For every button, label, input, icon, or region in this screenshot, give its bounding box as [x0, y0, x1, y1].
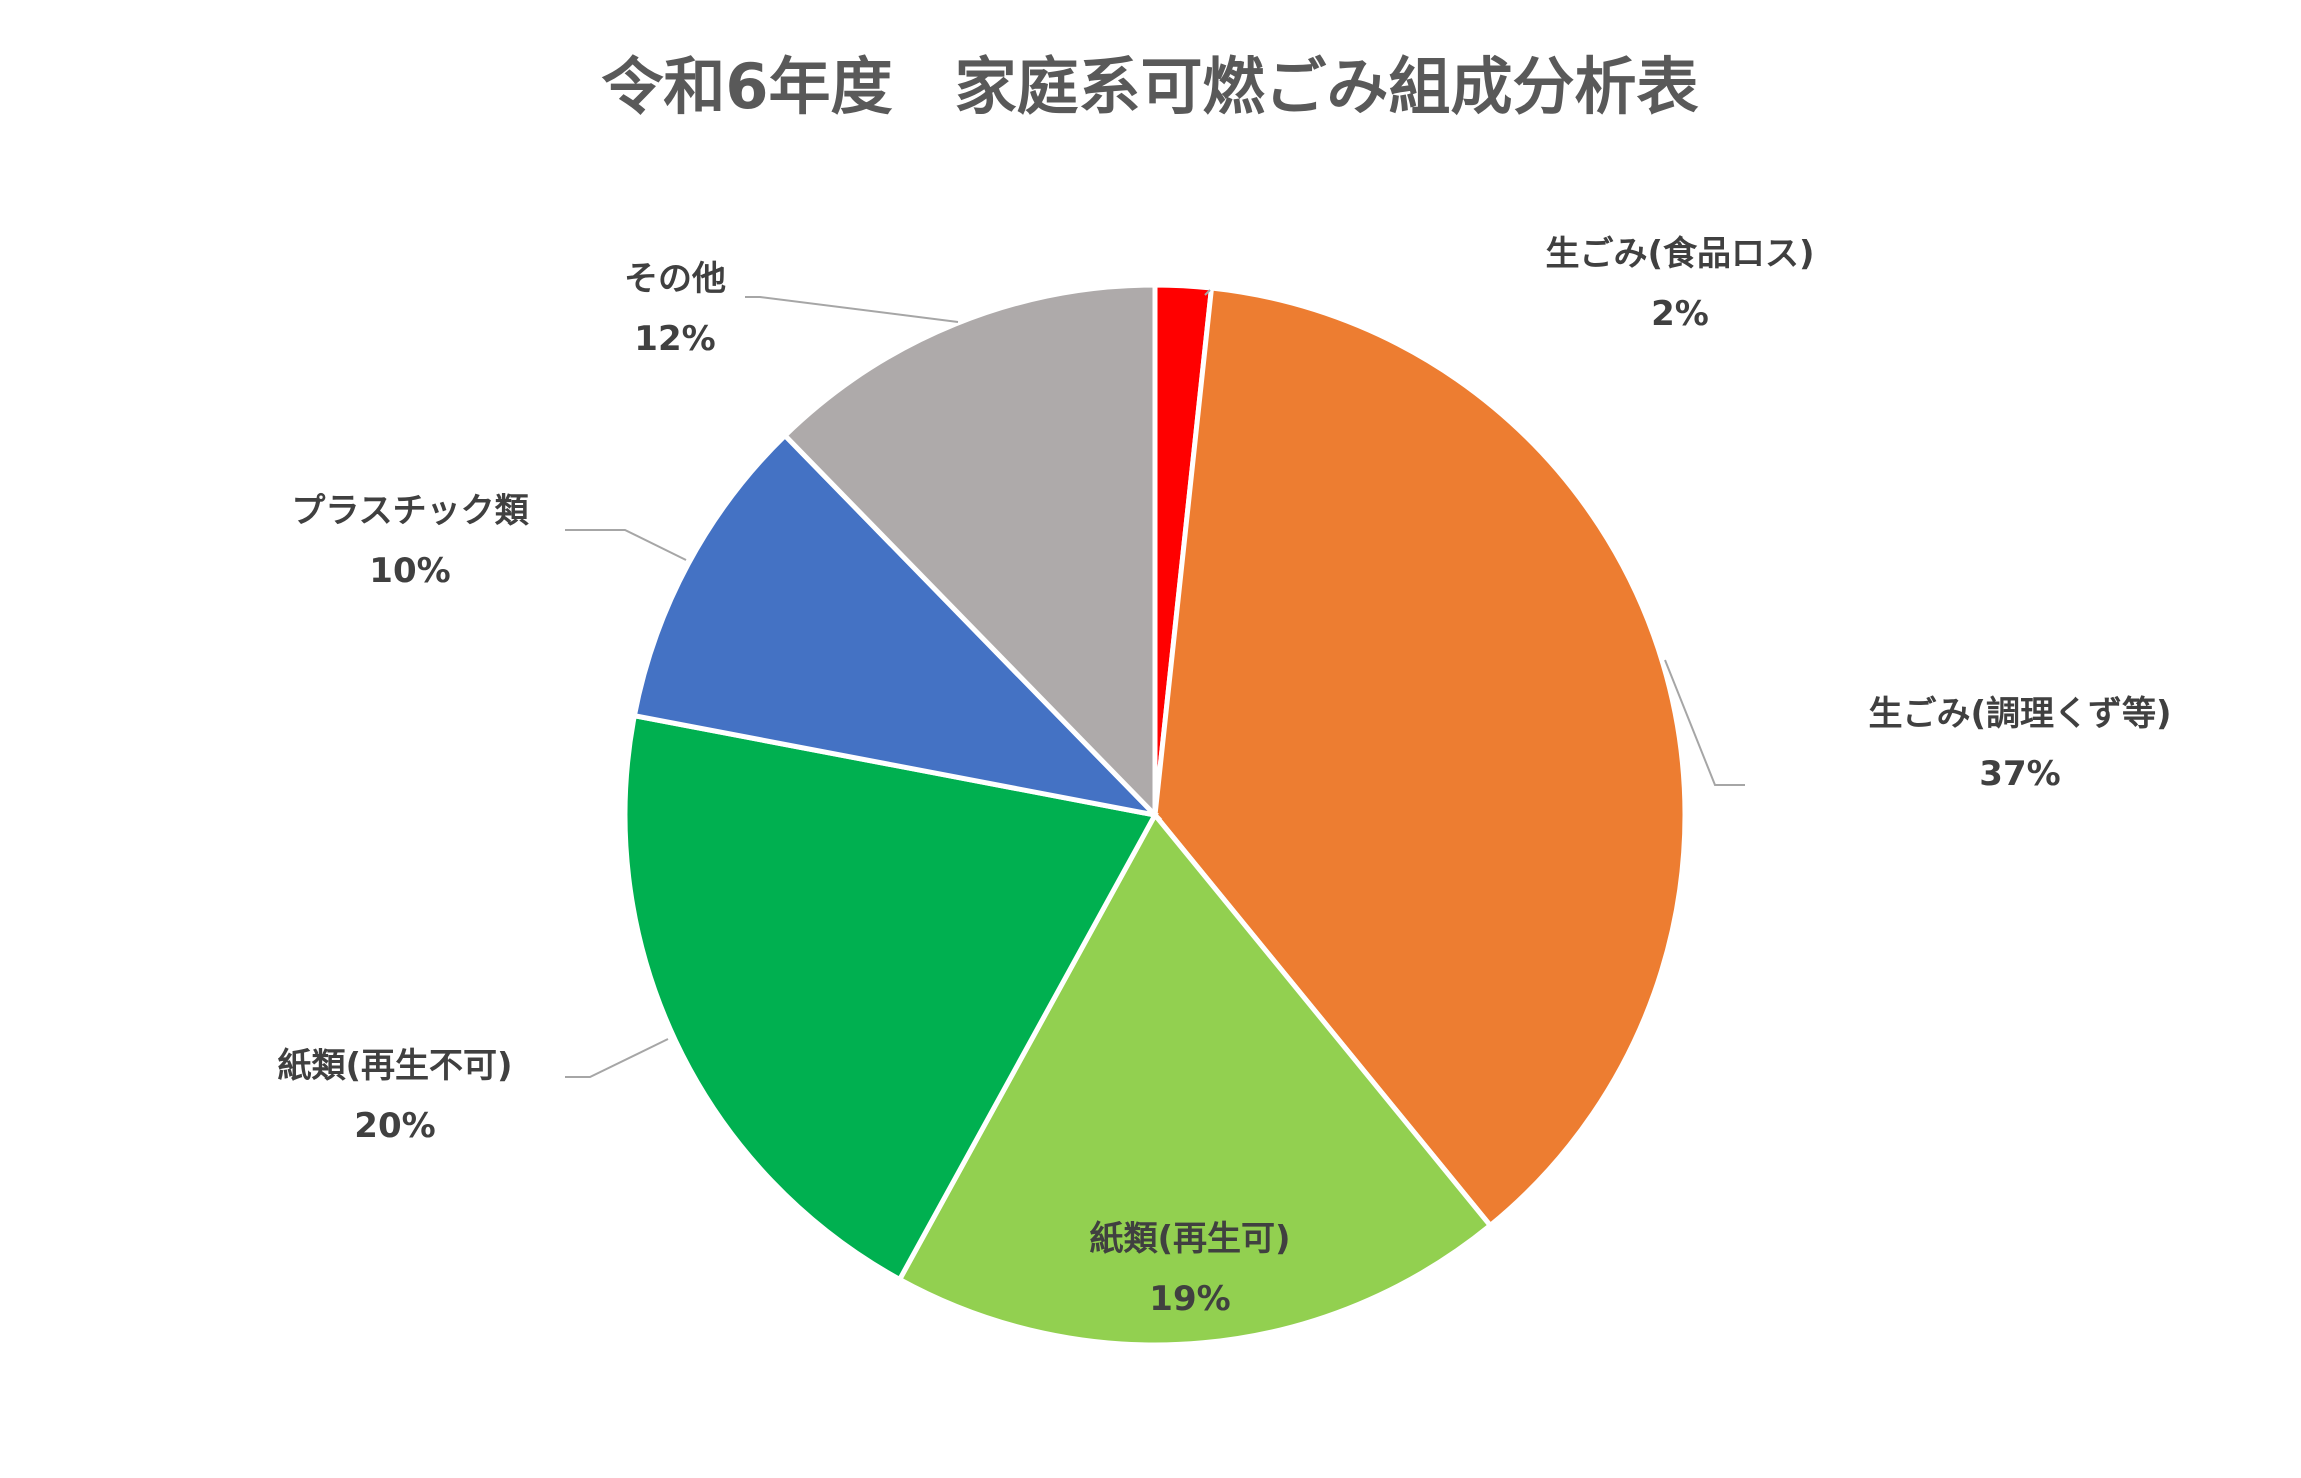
slice-label-name-paper-recyclable: 紙類(再生可) — [1089, 1219, 1290, 1259]
slice-label-name-plastics: プラスチック類 — [291, 491, 529, 531]
leader-line-other — [745, 296, 959, 323]
slice-label-percent-other: 12% — [634, 319, 715, 359]
slice-label-percent-cooking-scraps: 37% — [1979, 754, 2060, 794]
chart-title: 令和6年度 家庭系可燃ごみ組成分析表 — [601, 50, 1698, 123]
leader-line-cooking-scraps — [1664, 659, 1745, 786]
pie-slices — [622, 282, 1688, 1348]
slice-label-percent-plastics: 10% — [369, 551, 450, 591]
slice-label-percent-paper-recyclable: 19% — [1149, 1279, 1230, 1319]
leader-lines — [565, 289, 1745, 1078]
slice-label-name-food-loss: 生ごみ(食品ロス) — [1545, 234, 1814, 274]
slice-label-name-other: その他 — [624, 259, 726, 299]
slice-label-name-cooking-scraps: 生ごみ(調理くず等) — [1868, 694, 2171, 734]
slice-labels: 生ごみ(食品ロス) 2% 生ごみ(調理くず等) 37% 紙類(再生可) 19% 紙類(再生不… — [277, 234, 2171, 1319]
slice-label-percent-paper-nonrecyclable: 20% — [354, 1106, 435, 1146]
pie-slice-cooking-scraps — [1152, 285, 1688, 1230]
pie-slice-other — [781, 282, 1158, 822]
slice-label-percent-food-loss: 2% — [1651, 294, 1709, 334]
leader-line-plastics — [565, 529, 687, 561]
pie-slice-plastics — [631, 432, 1163, 819]
pie-slice-paper-nonrecyclable — [622, 712, 1159, 1283]
pie-slice-paper-recyclable — [896, 810, 1494, 1348]
leader-line-paper-nonrecyclable — [565, 1038, 669, 1078]
leader-line-food-loss — [1204, 289, 1211, 296]
slice-label-name-paper-nonrecyclable: 紙類(再生不可) — [277, 1046, 512, 1086]
